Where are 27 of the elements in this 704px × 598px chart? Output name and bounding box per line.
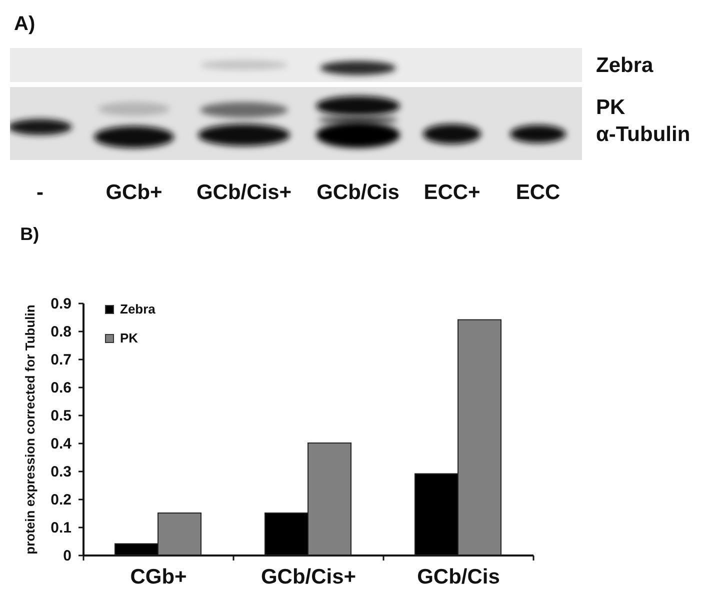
y-tick-label: 0.6 (50, 380, 72, 396)
category-label: GCb/Cis (316, 181, 400, 204)
legend-label: Zebra (120, 302, 156, 316)
y-axis-title: protein expression corrected for Tubulin (22, 304, 38, 554)
category-label: ECC+ (424, 181, 480, 204)
y-tick-label: 0.4 (50, 436, 72, 452)
x-tick-label: CGb+ (130, 566, 187, 588)
category-label: - (36, 181, 44, 204)
chart-title: B) (20, 224, 40, 244)
text: A) (14, 13, 36, 35)
legend-label: PK (120, 330, 139, 346)
category-label: GCb+ (106, 181, 162, 204)
text: Zebra (596, 54, 654, 77)
x-tick-label: GCb/Cis (417, 566, 500, 588)
y-tick-label: 0.3 (50, 464, 72, 480)
y-tick-label: 0.2 (50, 492, 72, 508)
y-tick-label: 0 (63, 548, 72, 564)
y-tick-label: 0.7 (50, 352, 72, 368)
category-label: ECC (516, 181, 560, 204)
y-tick-label: 0.5 (50, 408, 72, 424)
y-tick-label: 0.9 (50, 296, 72, 312)
text: α-Tubulin (596, 123, 690, 146)
text: PK (596, 96, 626, 119)
x-tick-label: GCb/Cis+ (260, 566, 356, 588)
y-tick-label: 0.1 (50, 520, 72, 536)
category-label: GCb/Cis+ (196, 181, 292, 204)
y-tick-label: 0.8 (50, 324, 72, 340)
